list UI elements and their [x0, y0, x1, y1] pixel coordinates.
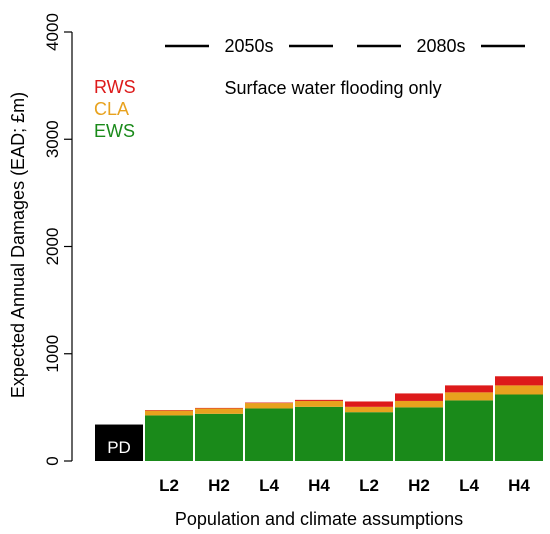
bar-segment-ews [395, 407, 443, 461]
bar-segment-cla [345, 406, 393, 413]
y-tick-label: 1000 [43, 335, 62, 373]
x-tick-label: H2 [408, 476, 430, 495]
y-tick-label: 0 [43, 456, 62, 465]
legend-item-ews: EWS [94, 121, 135, 141]
bar-segment-cla [295, 400, 343, 407]
x-tick-label: L4 [259, 476, 279, 495]
x-tick-label: H2 [208, 476, 230, 495]
legend-item-cla: CLA [94, 99, 129, 119]
x-tick-labels: L2 H2 L4 H4 L2 H2 L4 H4 [159, 476, 530, 495]
chart-subtitle: Surface water flooding only [224, 78, 441, 98]
bar-segment-ews [145, 415, 193, 461]
x-tick-label: H4 [508, 476, 530, 495]
bar-segment-ews [245, 408, 293, 461]
bar-segment-cla [195, 408, 243, 414]
period-brackets: 2050s 2080s [165, 36, 525, 56]
x-axis-label: Population and climate assumptions [175, 509, 463, 529]
bar-segment-cla [495, 385, 543, 395]
bars: PD [95, 376, 543, 461]
bar-segment-cla [395, 400, 443, 408]
bar-segment-ews [495, 394, 543, 461]
legend-item-rws: RWS [94, 77, 136, 97]
bar-segment-rws [295, 399, 343, 401]
x-tick-label: L2 [359, 476, 379, 495]
bar-segment-rws [245, 402, 293, 404]
y-tick-label: 4000 [43, 13, 62, 51]
y-axis-label: Expected Annual Damages (EAD; £m) [8, 92, 28, 398]
bar-segment-rws [195, 407, 243, 409]
bar-segment-ews [345, 412, 393, 461]
bar-segment-ews [295, 406, 343, 461]
y-tick-label: 2000 [43, 228, 62, 266]
bar-segment-cla [245, 403, 293, 409]
bar-segment-ews [195, 413, 243, 461]
x-tick-label: L4 [459, 476, 479, 495]
period-label: 2080s [416, 36, 465, 56]
period-label: 2050s [224, 36, 273, 56]
x-tick-label: L2 [159, 476, 179, 495]
bar-segment-rws [345, 401, 393, 407]
x-tick-label: H4 [308, 476, 330, 495]
bar-segment-ews [445, 400, 493, 461]
bar-segment-cla [145, 410, 193, 416]
y-tick-label: 3000 [43, 120, 62, 158]
bar-segment-rws [445, 385, 493, 393]
bar-baseline [95, 424, 143, 461]
y-axis: 0 1000 2000 3000 4000 [43, 13, 73, 466]
bar-segment-cla [445, 392, 493, 401]
bar-segment-rws [495, 376, 543, 386]
baseline-label: PD [107, 438, 131, 457]
bar-segment-rws [145, 410, 193, 411]
bar-segment-rws [395, 393, 443, 401]
